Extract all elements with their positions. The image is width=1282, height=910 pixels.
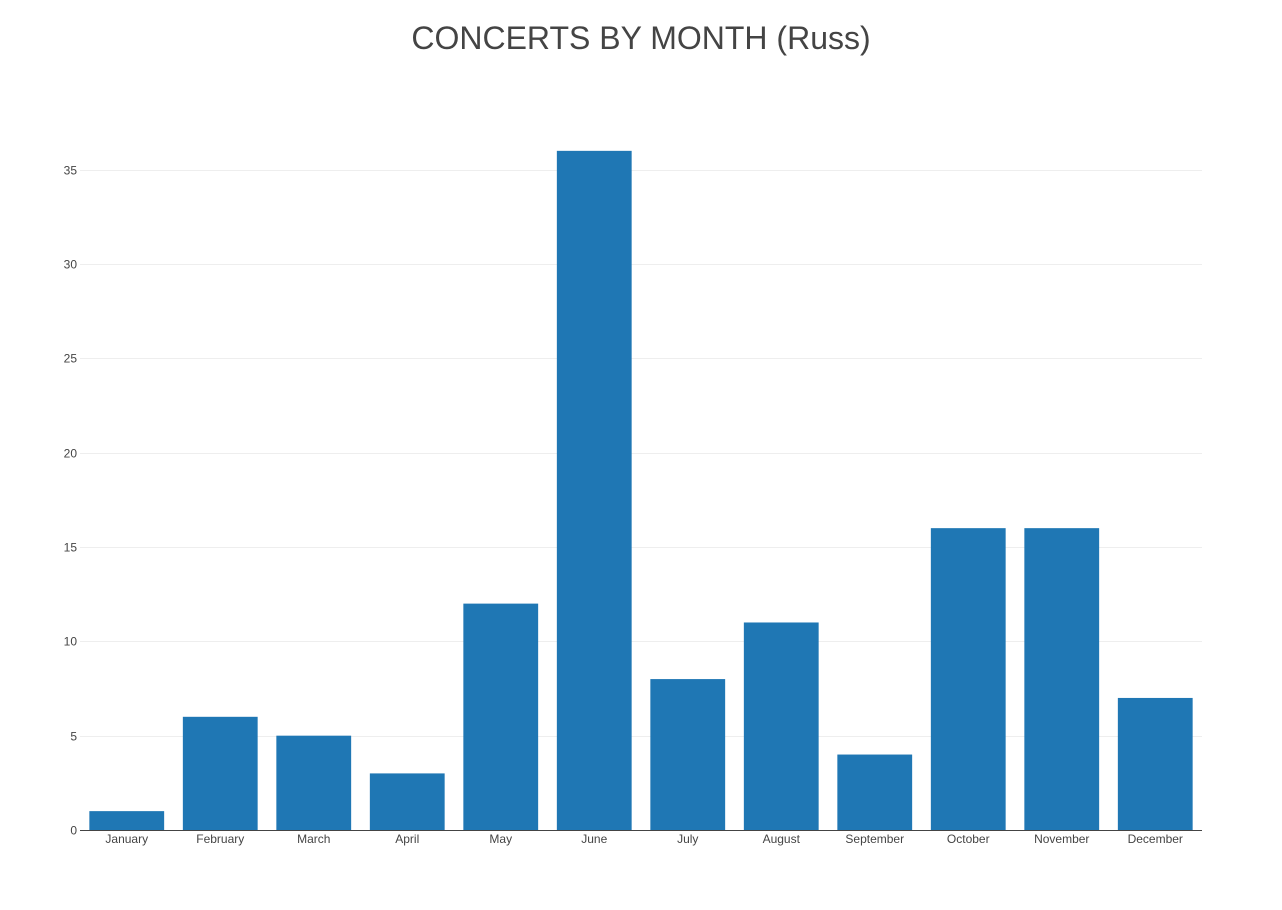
y-tick-label: 15 [64, 541, 78, 555]
y-tick-label: 0 [70, 824, 77, 838]
bar-november[interactable] [1024, 528, 1100, 830]
y-gridlines [80, 170, 1202, 737]
bar-june[interactable] [556, 150, 632, 830]
bars [89, 150, 1193, 830]
bar-may[interactable] [463, 603, 539, 830]
y-axis-ticks: 0 5 10 15 20 25 30 35 [64, 164, 78, 838]
x-tick-label: October [947, 832, 990, 846]
bar-april[interactable] [369, 773, 445, 830]
bar-december[interactable] [1117, 697, 1193, 830]
x-tick-label: April [395, 832, 419, 846]
y-tick-label: 25 [64, 352, 78, 366]
x-tick-label: August [763, 832, 801, 846]
y-tick-label: 5 [70, 730, 77, 744]
y-tick-label: 35 [64, 164, 78, 178]
y-tick-label: 30 [64, 258, 78, 272]
x-axis-ticks: January February March April May June July Augu… [105, 832, 1183, 846]
x-tick-label: May [489, 832, 512, 846]
bar-february[interactable] [182, 716, 258, 830]
x-tick-label: September [845, 832, 904, 846]
bar-january[interactable] [89, 811, 165, 830]
bar-october[interactable] [930, 528, 1006, 830]
x-tick-label: January [105, 832, 148, 846]
x-tick-label: December [1128, 832, 1183, 846]
x-tick-label: March [297, 832, 330, 846]
x-tick-label: November [1034, 832, 1089, 846]
x-tick-label: July [677, 832, 698, 846]
y-tick-label: 20 [64, 447, 78, 461]
y-tick-label: 10 [64, 635, 78, 649]
bar-july[interactable] [650, 679, 726, 830]
chart-title: CONCERTS BY MONTH (Russ) [411, 20, 870, 56]
bar-september[interactable] [837, 754, 913, 830]
bar-march[interactable] [276, 735, 352, 830]
bar-august[interactable] [743, 622, 819, 830]
x-tick-label: February [196, 832, 244, 846]
x-tick-label: June [581, 832, 607, 846]
